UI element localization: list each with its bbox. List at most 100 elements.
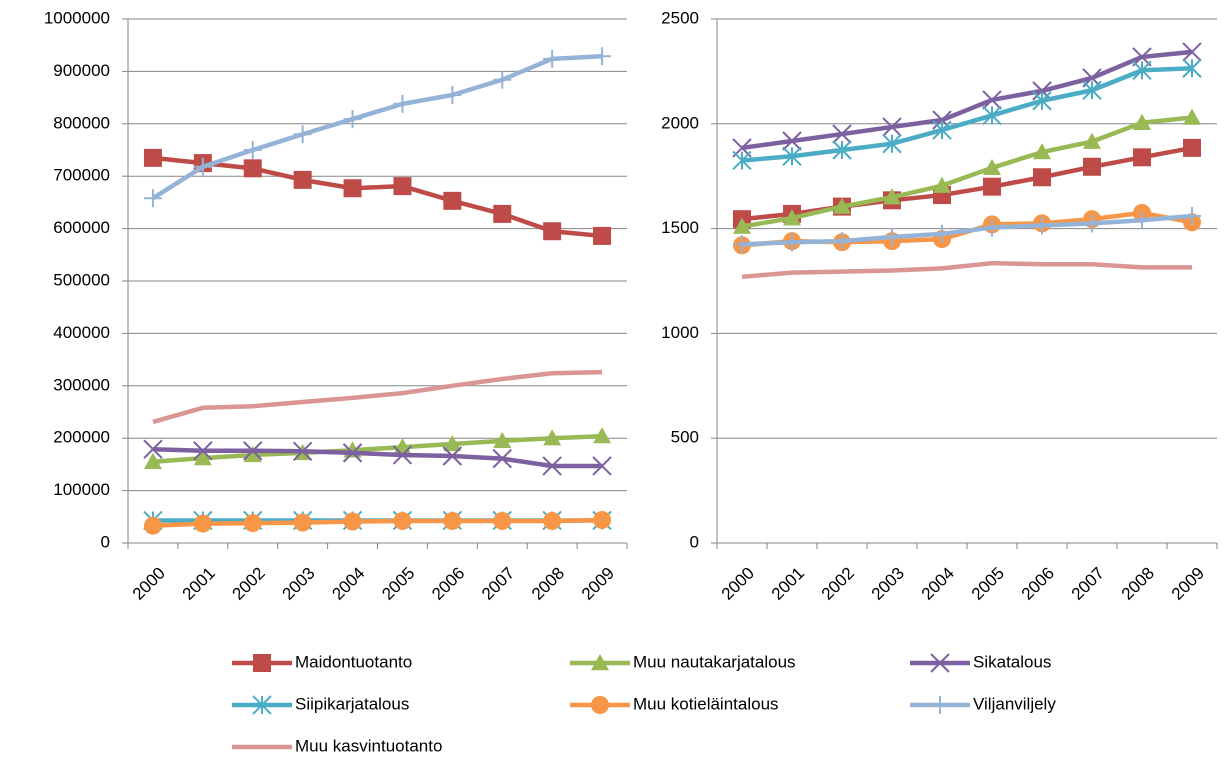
marker (1132, 60, 1152, 81)
marker (143, 439, 163, 459)
marker (1133, 211, 1151, 230)
x-tick-label: 2004 (918, 564, 958, 604)
marker (1183, 207, 1201, 226)
marker (243, 445, 262, 463)
x-tick-label: 2005 (968, 564, 1008, 604)
marker (1182, 58, 1202, 78)
legend-marker (253, 654, 271, 672)
marker (982, 90, 1002, 110)
x-tick-label: 2004 (328, 564, 368, 604)
series-line (741, 213, 1193, 247)
y-tick-label: 0 (101, 532, 110, 551)
marker (1182, 42, 1202, 62)
marker (783, 233, 801, 252)
marker (1032, 91, 1052, 111)
marker (983, 218, 1001, 237)
x-tick-label: 2006 (1018, 564, 1058, 604)
marker (733, 235, 751, 254)
y-tick-label: 800000 (53, 113, 110, 132)
legend-label: Viljanviljely (973, 694, 1056, 713)
marker (592, 456, 612, 476)
marker (1033, 216, 1051, 235)
y-tick-label: 0 (690, 532, 699, 551)
x-tick-label: 2005 (378, 564, 418, 604)
marker (493, 70, 512, 89)
marker (782, 146, 802, 166)
y-tick-label: 300000 (53, 375, 110, 394)
marker (243, 141, 262, 159)
marker (493, 431, 512, 449)
marker (143, 148, 162, 167)
marker (1033, 168, 1051, 187)
marker (393, 94, 412, 113)
y-tick-label: 500000 (53, 270, 110, 289)
marker (143, 516, 162, 535)
marker (1083, 132, 1101, 149)
y-tick-label: 1000 (661, 323, 699, 342)
marker (933, 224, 951, 243)
marker (593, 510, 612, 529)
series-line (152, 446, 603, 469)
marker (882, 134, 902, 154)
y-tick-label: 900000 (53, 61, 110, 80)
series-line (152, 517, 603, 528)
marker (143, 452, 162, 469)
x-tick-label: 2003 (278, 564, 318, 604)
marker (593, 226, 612, 245)
marker (932, 120, 952, 140)
marker (832, 124, 852, 144)
series-line (741, 115, 1193, 229)
x-tick-label: 2008 (528, 564, 568, 604)
y-tick-label: 2500 (661, 8, 699, 27)
legend-label: Siipikarjatalous (295, 694, 409, 713)
legend-marker (931, 696, 949, 714)
y-tick-label: 700000 (53, 166, 110, 185)
marker (543, 511, 562, 530)
marker (393, 177, 412, 196)
legend-label: Muu nautakarjatalous (633, 652, 796, 671)
marker (543, 429, 562, 446)
marker (443, 191, 462, 210)
y-tick-label: 2000 (661, 113, 699, 132)
marker (833, 197, 851, 214)
series-line (741, 49, 1193, 151)
marker (593, 427, 612, 444)
marker (782, 131, 802, 151)
y-tick-label: 400000 (53, 323, 110, 342)
marker (1183, 108, 1201, 125)
marker (983, 177, 1001, 196)
x-tick-label: 2002 (818, 564, 858, 604)
marker (732, 150, 752, 171)
x-tick-label: 2009 (1168, 564, 1208, 604)
legend-marker (591, 696, 609, 714)
marker (983, 158, 1001, 176)
marker (833, 232, 851, 251)
legend-marker (591, 654, 609, 671)
marker (443, 434, 462, 452)
marker (933, 176, 951, 193)
marker (832, 140, 852, 160)
marker (342, 443, 363, 463)
legend-marker (930, 653, 950, 673)
marker (1183, 138, 1201, 157)
series-line (741, 145, 1193, 222)
marker (393, 511, 412, 530)
x-tick-label: 2008 (1118, 564, 1158, 604)
legend-label: Sikatalous (973, 652, 1051, 671)
legend-label: Muu kotieläintalous (633, 694, 779, 713)
x-tick-label: 2001 (179, 564, 219, 604)
marker (883, 227, 901, 246)
marker (593, 47, 612, 66)
legend-marker (252, 695, 272, 715)
marker (293, 170, 312, 189)
marker (542, 456, 562, 476)
series-line (741, 260, 1192, 280)
series-line (152, 433, 603, 465)
marker (392, 445, 413, 465)
y-tick-label: 100000 (53, 480, 110, 499)
marker (1032, 81, 1052, 101)
legend-label: Maidontuotanto (295, 652, 412, 671)
marker (1033, 143, 1051, 160)
